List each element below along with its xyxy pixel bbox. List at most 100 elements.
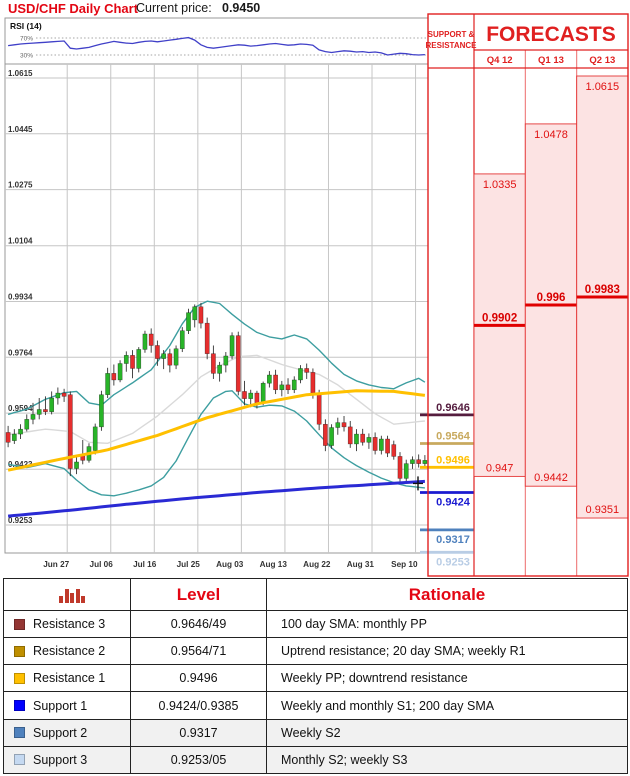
level-value: 0.9253/05: [130, 746, 266, 773]
table-row: Resistance 2 0.9564/71 Uptrend resistance;…: [4, 637, 627, 665]
level-swatch: [14, 754, 25, 766]
candle-down: [5, 432, 11, 443]
candle-up: [217, 364, 222, 374]
candle-down: [111, 373, 117, 381]
table-header-level: Level: [130, 579, 266, 610]
table-row: Resistance 1 0.9496 Weekly PP; downtrend r…: [4, 664, 627, 692]
candle-down: [360, 433, 366, 443]
candle-up: [192, 306, 198, 321]
candle-down: [347, 426, 353, 445]
level-rationale: Weekly and monthly S1; 200 day SMA: [266, 692, 627, 719]
bollinger-upper-line: [7, 300, 426, 416]
sma-20-line: [7, 354, 425, 444]
level-name: Resistance 1: [33, 671, 106, 686]
price-chart: RSI (14) 70% 30% 1.0615 1.0445 1.0275 1.0104 0.…: [4, 13, 629, 577]
forecast-range-high-label: 1.0615: [586, 81, 620, 93]
level-name-cell: Resistance 1: [4, 665, 130, 691]
level-name-cell: Support 3: [4, 747, 130, 773]
y-axis-tick-label: 0.9594: [8, 404, 33, 413]
candle-down: [211, 353, 216, 374]
level-name-cell: Support 1: [4, 692, 130, 718]
candle-up: [335, 422, 341, 428]
candle-up: [179, 330, 185, 350]
level-value: 0.9424/0.9385: [130, 692, 266, 719]
level-name-cell: Resistance 2: [4, 638, 130, 664]
forecast-level-label: 0.996: [537, 292, 566, 304]
x-axis-tick-label: Aug 03: [216, 560, 244, 569]
candle-down: [155, 345, 160, 359]
candle-down: [391, 444, 397, 457]
candle-up: [223, 355, 229, 366]
level-swatch: [14, 700, 25, 712]
candle-down: [273, 374, 278, 391]
candle-up: [403, 463, 409, 479]
y-axis-tick-label: 1.0445: [8, 125, 33, 134]
y-axis-tick-label: 0.9934: [8, 293, 33, 302]
title-bar: USD/CHF Daily Chart Current price: 0.945…: [0, 0, 630, 17]
support-3-label: 0.9253: [436, 556, 470, 568]
table-row: Resistance 3 0.9646/49 100 day SMA: monthl…: [4, 610, 627, 638]
forecast-range-high-label: 1.0335: [483, 179, 517, 191]
level-name: Resistance 3: [33, 617, 106, 632]
resistance-2-label: 0.9564: [436, 431, 471, 443]
x-axis-tick-label: Jul 25: [177, 560, 201, 569]
level-rationale: Weekly S2: [266, 719, 627, 746]
candle-up: [291, 379, 297, 391]
level-swatch: [14, 672, 25, 684]
level-name: Support 3: [33, 752, 88, 767]
candle-up: [105, 373, 110, 395]
candle-down: [416, 459, 422, 464]
candle-down: [323, 423, 328, 446]
table-header-row: Level Rationale: [4, 579, 627, 610]
y-axis-tick-label: 1.0615: [8, 69, 33, 78]
candle-down: [61, 392, 67, 397]
page-title: USD/CHF Daily Chart: [8, 1, 139, 16]
x-axis-tick-label: Aug 31: [347, 560, 375, 569]
level-name: Support 1: [33, 698, 88, 713]
candle-down: [130, 355, 135, 369]
y-axis-tick-label: 1.0104: [8, 237, 33, 246]
support-1-label: 0.9424: [436, 496, 471, 508]
level-value: 0.9317: [130, 719, 266, 746]
candle-up: [30, 414, 36, 420]
candle-up: [248, 392, 254, 399]
rsi-line: [8, 36, 425, 56]
forecast-range-high-label: 1.0478: [534, 129, 568, 141]
candle-down: [198, 306, 204, 324]
sma-100-line: [7, 389, 426, 472]
candle-up: [24, 419, 30, 430]
snr-header-line2: RESISTANCE: [426, 41, 478, 50]
x-axis-tick-label: Jun 27: [43, 560, 69, 569]
candle-down: [242, 391, 247, 399]
candle-up: [11, 433, 17, 441]
table-row: Support 2 0.9317 Weekly S2: [4, 718, 627, 746]
candle-down: [235, 335, 241, 392]
level-name: Support 2: [33, 725, 88, 740]
candle-up: [422, 460, 428, 464]
candle-down: [372, 437, 378, 451]
level-name: Resistance 2: [33, 644, 106, 659]
candle-down: [341, 422, 347, 428]
y-axis-tick-label: 0.9423: [8, 460, 33, 469]
candle-up: [123, 355, 129, 364]
candle-up: [366, 437, 372, 443]
rsi-lower-tick-label: 30%: [20, 53, 33, 60]
bar-chart-icon: [59, 587, 85, 603]
support-resistance-table: Level Rationale Resistance 3 0.9646/49 100…: [3, 578, 628, 774]
level-value: 0.9564/71: [130, 638, 266, 665]
y-axis-tick-label: 0.9253: [8, 516, 33, 525]
candle-down: [148, 333, 154, 346]
candle-up: [298, 368, 303, 381]
table-row: Support 3 0.9253/05 Monthly S2; weekly S3: [4, 745, 627, 773]
candle-up: [117, 363, 123, 381]
candle-up: [279, 384, 285, 391]
forecast-quarter-label: Q2 13: [589, 55, 615, 66]
candle-up: [142, 333, 148, 350]
forecast-range-low-label: 0.947: [486, 462, 514, 474]
candle-down: [204, 322, 210, 354]
current-price-label: Current price:: [136, 1, 212, 15]
candle-down: [285, 384, 291, 391]
candle-down: [316, 392, 322, 425]
candle-up: [92, 426, 98, 451]
candle-up: [74, 461, 79, 469]
